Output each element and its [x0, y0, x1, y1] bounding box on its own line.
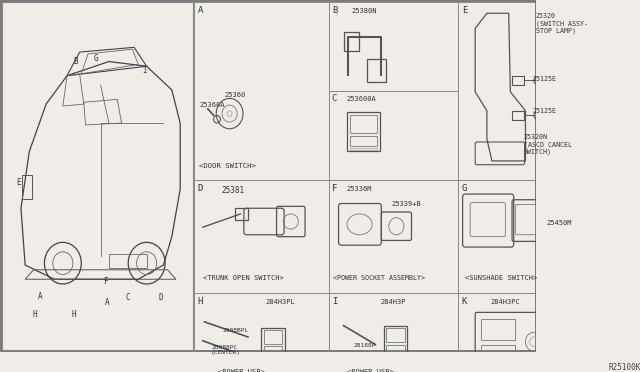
Text: <POWER USB>: <POWER USB> — [218, 369, 265, 372]
Bar — [109, 254, 147, 268]
Text: I: I — [142, 66, 147, 75]
Text: K: K — [462, 297, 467, 306]
Text: C: C — [125, 294, 130, 302]
Text: B: B — [332, 6, 337, 15]
Text: 25360A: 25360A — [200, 102, 225, 108]
Text: 25320
(SWITCH ASSY-
STOP LAMP): 25320 (SWITCH ASSY- STOP LAMP) — [536, 13, 588, 34]
Text: D: D — [159, 294, 163, 302]
Bar — [347, 112, 380, 151]
Text: 25450M: 25450M — [547, 219, 572, 225]
Bar — [344, 32, 358, 51]
Text: <DOOR SWITCH>: <DOOR SWITCH> — [200, 163, 257, 169]
Text: 25360: 25360 — [225, 92, 246, 98]
Text: <POWER USB>: <POWER USB> — [347, 369, 394, 372]
Text: R25100KH: R25100KH — [609, 363, 640, 372]
Text: 25125E: 25125E — [532, 108, 556, 114]
Text: 28188P: 28188P — [354, 343, 376, 348]
Bar — [481, 319, 515, 340]
Text: 25381: 25381 — [221, 186, 244, 195]
Text: A: A — [198, 6, 203, 15]
Bar — [262, 327, 285, 363]
Bar — [387, 344, 404, 358]
Text: I: I — [332, 297, 337, 306]
Text: <TRUNK OPEN SWITCH>: <TRUNK OPEN SWITCH> — [203, 275, 284, 280]
Text: G: G — [94, 54, 99, 63]
Text: E: E — [16, 178, 20, 187]
Text: 25336M: 25336M — [347, 186, 372, 192]
Text: E: E — [462, 6, 467, 15]
Text: F: F — [332, 184, 337, 193]
Text: 28088PC
(CENTER): 28088PC (CENTER) — [211, 344, 241, 355]
Text: 284H3PL: 284H3PL — [266, 299, 296, 305]
Bar — [481, 344, 515, 363]
Text: H: H — [33, 311, 38, 320]
Text: <POWER SOCKET ASSEMBLY>: <POWER SOCKET ASSEMBLY> — [333, 275, 425, 280]
Text: C: C — [332, 94, 337, 103]
Text: 25320N
(ASCD CANCEL
SWITCH): 25320N (ASCD CANCEL SWITCH) — [524, 134, 572, 155]
Text: D: D — [198, 184, 203, 193]
Text: 284H3P: 284H3P — [380, 299, 406, 305]
Text: G: G — [462, 184, 467, 193]
Bar — [384, 326, 407, 362]
Bar — [264, 330, 282, 344]
Bar — [367, 59, 385, 82]
Bar — [2, 2, 193, 350]
Text: 25380N: 25380N — [352, 7, 378, 13]
Bar — [235, 208, 248, 219]
Text: B: B — [73, 57, 77, 66]
Text: <SUNSHADE SWITCH>: <SUNSHADE SWITCH> — [465, 275, 538, 280]
Text: F: F — [103, 278, 108, 286]
Text: H: H — [198, 297, 203, 306]
Text: 284H3PC: 284H3PC — [490, 299, 520, 305]
Text: A: A — [38, 292, 42, 301]
Text: 253600A: 253600A — [347, 96, 377, 102]
Bar — [387, 328, 404, 342]
Text: 2908BPL: 2908BPL — [223, 327, 249, 333]
Bar — [512, 111, 524, 120]
Text: 25339+B: 25339+B — [392, 201, 421, 207]
Bar — [350, 148, 377, 150]
Text: 25125E: 25125E — [532, 76, 556, 82]
Bar — [350, 136, 377, 146]
Bar — [264, 346, 282, 360]
Text: H: H — [72, 311, 76, 320]
Text: A: A — [105, 298, 109, 307]
Bar — [512, 76, 524, 85]
Bar — [350, 115, 377, 132]
Bar — [22, 175, 32, 199]
